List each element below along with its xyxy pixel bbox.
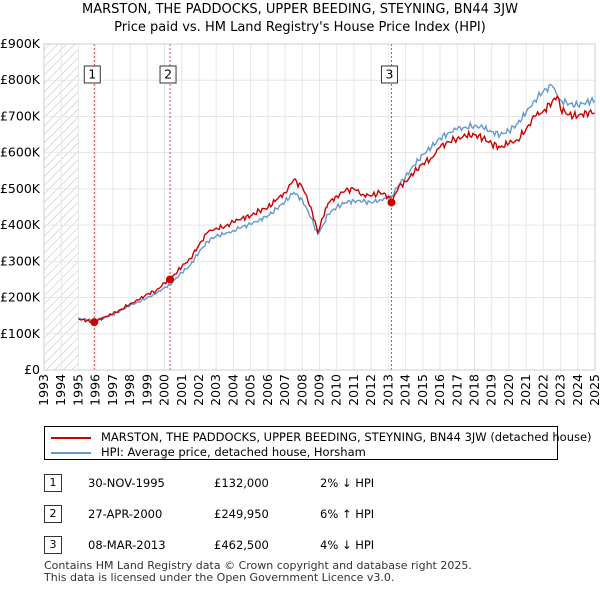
x-tick-label: 2011 bbox=[346, 374, 361, 406]
legend-swatch-property bbox=[51, 436, 91, 439]
x-tick-label: 2025 bbox=[587, 374, 600, 406]
x-tick-label: 2018 bbox=[466, 374, 481, 406]
legend-label-hpi: HPI: Average price, detached house, Hors… bbox=[101, 445, 366, 459]
hpi-series-line bbox=[78, 83, 595, 322]
x-tick-label: 2023 bbox=[553, 374, 568, 406]
y-tick-label: £500K bbox=[0, 181, 41, 196]
x-tick-label: 2008 bbox=[294, 374, 309, 406]
sale-number-badge: 1 bbox=[44, 474, 62, 492]
sale-date: 27-APR-2000 bbox=[88, 507, 163, 521]
sale-hpi-diff: 2% ↓ HPI bbox=[320, 476, 375, 490]
x-tick-label: 2014 bbox=[398, 374, 413, 406]
footer-line2: This data is licensed under the Open Gov… bbox=[44, 571, 395, 584]
x-tick-label: 2017 bbox=[449, 374, 464, 406]
legend-swatch-hpi bbox=[51, 451, 91, 454]
sale-price: £462,500 bbox=[214, 538, 269, 552]
sale-point bbox=[90, 318, 99, 327]
x-tick-label: 2022 bbox=[535, 374, 550, 406]
x-tick-label: 2013 bbox=[380, 374, 395, 406]
x-tick-label: 2000 bbox=[157, 374, 172, 406]
x-tick-label: 2005 bbox=[243, 374, 258, 406]
footer-line1: Contains HM Land Registry data © Crown c… bbox=[44, 559, 472, 572]
x-tick-label: 2015 bbox=[415, 374, 430, 406]
chart-legend: MARSTON, THE PADDOCKS, UPPER BEEDING, ST… bbox=[44, 426, 592, 460]
y-tick-label: £300K bbox=[0, 253, 41, 268]
sale-row: 2 27-APR-2000 £249,950 6% ↑ HPI bbox=[44, 505, 444, 525]
x-tick-label: 2012 bbox=[363, 374, 378, 406]
x-tick-label: 2006 bbox=[260, 374, 275, 406]
property-series-line bbox=[78, 95, 595, 323]
x-tick-label: 2004 bbox=[225, 374, 240, 406]
sale-label-box bbox=[380, 65, 398, 84]
x-tick-label: 1993 bbox=[36, 374, 51, 406]
sale-point bbox=[387, 198, 396, 207]
y-tick-label: £900K bbox=[0, 36, 41, 51]
x-tick-label: 1996 bbox=[88, 374, 103, 406]
sale-row: 3 08-MAR-2013 £462,500 4% ↓ HPI bbox=[44, 536, 444, 556]
sale-point bbox=[166, 275, 175, 284]
y-tick-label: £800K bbox=[0, 72, 41, 87]
y-tick-label: £700K bbox=[0, 108, 41, 123]
x-tick-label: 2020 bbox=[501, 374, 516, 406]
chart-title-line2: Price paid vs. HM Land Registry's House … bbox=[114, 20, 486, 35]
x-tick-label: 1999 bbox=[139, 374, 154, 406]
chart-title-line1: MARSTON, THE PADDOCKS, UPPER BEEDING, ST… bbox=[82, 2, 518, 17]
x-tick-label: 2007 bbox=[277, 374, 292, 406]
sale-label-number: 1 bbox=[88, 67, 96, 82]
x-tick-label: 2016 bbox=[432, 374, 447, 406]
x-tick-label: 2019 bbox=[484, 374, 499, 406]
x-tick-label: 1997 bbox=[105, 374, 120, 406]
sale-hpi-diff: 6% ↑ HPI bbox=[320, 507, 375, 521]
legend-item-property: MARSTON, THE PADDOCKS, UPPER BEEDING, ST… bbox=[51, 430, 592, 445]
sale-row: 1 30-NOV-1995 £132,000 2% ↓ HPI bbox=[44, 474, 444, 494]
sale-date: 08-MAR-2013 bbox=[88, 538, 166, 552]
legend-item-hpi: HPI: Average price, detached house, Hors… bbox=[51, 445, 366, 460]
x-tick-label: 1998 bbox=[122, 374, 137, 406]
sale-number-badge: 2 bbox=[44, 505, 62, 523]
sale-label-number: 2 bbox=[164, 67, 172, 82]
sale-price: £132,000 bbox=[214, 476, 269, 490]
x-tick-label: 2010 bbox=[329, 374, 344, 406]
y-tick-label: £0 bbox=[24, 362, 40, 377]
price-chart: 1 2 3 £0 £100K £200K £300K £400K £500K £600K £700… bbox=[0, 36, 600, 406]
y-tick-label: £100K bbox=[0, 326, 41, 341]
x-tick-label: 2001 bbox=[174, 374, 189, 406]
x-tick-label: 1995 bbox=[70, 374, 85, 406]
sale-label-number: 3 bbox=[385, 67, 393, 82]
x-tick-label: 2024 bbox=[570, 374, 585, 406]
plot-frame bbox=[43, 43, 596, 371]
x-tick-label: 2002 bbox=[191, 374, 206, 406]
x-tick-label: 2003 bbox=[208, 374, 223, 406]
legend-label-property: MARSTON, THE PADDOCKS, UPPER BEEDING, ST… bbox=[101, 430, 592, 444]
y-tick-label: £400K bbox=[0, 217, 41, 232]
sale-label-box bbox=[159, 65, 177, 84]
sale-number-badge: 3 bbox=[44, 536, 62, 554]
y-tick-label: £600K bbox=[0, 145, 41, 160]
x-tick-label: 2009 bbox=[312, 374, 327, 406]
sale-hpi-diff: 4% ↓ HPI bbox=[320, 538, 375, 552]
footer-note: Contains HM Land Registry data © Crown c… bbox=[44, 560, 472, 584]
y-tick-label: £200K bbox=[0, 290, 41, 305]
sale-label-box bbox=[83, 65, 101, 84]
sale-price: £249,950 bbox=[214, 507, 269, 521]
x-tick-label: 1994 bbox=[53, 374, 68, 406]
sale-date: 30-NOV-1995 bbox=[88, 476, 165, 490]
x-tick-label: 2021 bbox=[518, 374, 533, 406]
